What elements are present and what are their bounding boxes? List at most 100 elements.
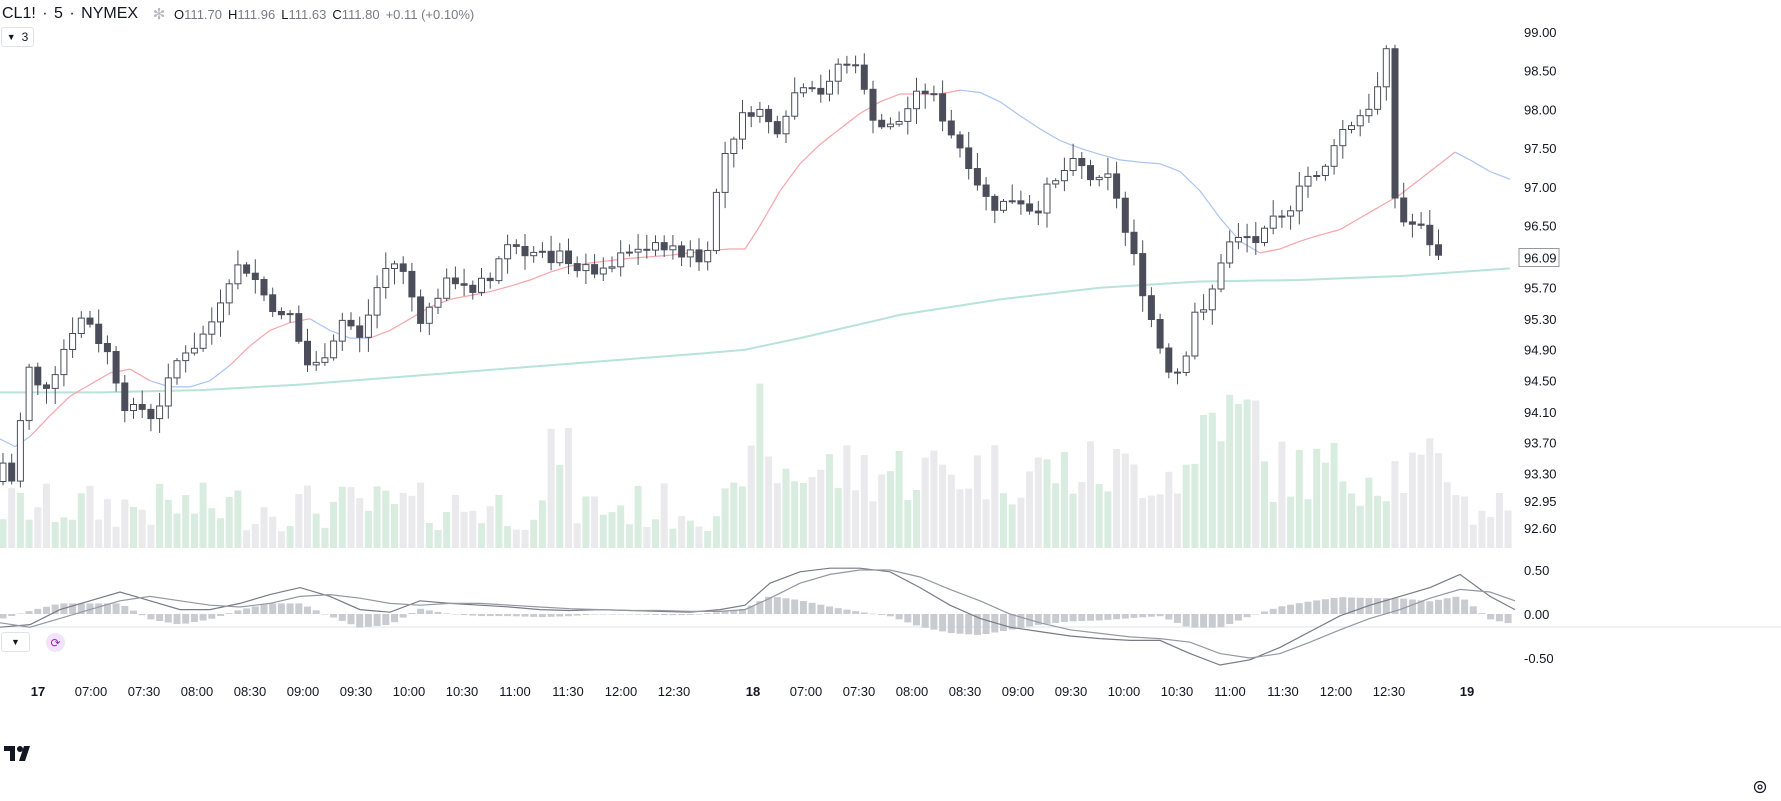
- candle-body: [826, 80, 833, 95]
- macd-histogram-bar: [930, 614, 938, 630]
- candle-body: [1417, 223, 1425, 226]
- macd-histogram-bar: [173, 614, 181, 624]
- time-tick-label: 12:30: [1373, 684, 1406, 699]
- volume-bar: [625, 524, 633, 548]
- volume-bar: [138, 509, 146, 548]
- volume-bar: [1078, 482, 1086, 548]
- high-label: H: [228, 6, 238, 22]
- candle-body: [913, 90, 920, 110]
- volume-bar: [60, 517, 68, 548]
- macd-histogram-bar: [1226, 614, 1234, 624]
- macd-histogram-bar: [878, 614, 886, 615]
- macd-histogram-bar: [130, 610, 137, 614]
- candle-body: [1139, 253, 1147, 297]
- candle-body: [69, 333, 77, 350]
- macd-histogram-bar: [156, 614, 164, 621]
- volume-bar: [1426, 438, 1434, 548]
- candle-body: [1356, 115, 1364, 127]
- volume-bar: [921, 457, 929, 548]
- candle-body: [164, 377, 172, 407]
- time-axis[interactable]: 17 07:00 07:30 08:00 08:30 09:00 09:30 10:00 10:…: [31, 684, 1474, 699]
- volume-bar: [1165, 471, 1173, 548]
- time-tick-label: 19: [1460, 684, 1474, 699]
- macd-collapse-button[interactable]: ▼: [1, 632, 30, 652]
- volume-bar: [1374, 495, 1382, 548]
- candle-body: [973, 168, 981, 186]
- snowflake-icon[interactable]: ✻: [152, 6, 166, 23]
- candle-body: [652, 242, 659, 251]
- volume-bar: [843, 445, 851, 548]
- candle-body: [869, 88, 877, 121]
- macd-histogram-bar: [486, 614, 494, 617]
- candle-body: [147, 408, 155, 420]
- price-tick-label: 93.30: [1524, 467, 1557, 482]
- volume-bar: [1069, 493, 1077, 548]
- candle-body: [1026, 203, 1034, 212]
- tradingview-logo-icon[interactable]: [4, 744, 36, 762]
- indicators-collapse-button[interactable]: ▼ 3: [1, 27, 34, 47]
- macd-histogram-bar: [1217, 614, 1225, 628]
- candle-body: [530, 251, 538, 257]
- candle-body: [304, 340, 311, 366]
- time-tick-label: 08:00: [896, 684, 929, 699]
- macd-histogram-bar: [1043, 614, 1051, 624]
- candle-body: [251, 272, 259, 281]
- volume-bar: [973, 455, 981, 548]
- macd-histogram-bar: [652, 614, 659, 615]
- macd-histogram-bar: [852, 611, 860, 614]
- candle-body: [417, 296, 425, 324]
- volume-bar: [530, 519, 538, 548]
- macd-axis[interactable]: 0.50 0.00 -0.50: [1524, 563, 1554, 666]
- macd-histogram-bar: [678, 614, 686, 616]
- macd-histogram-bar: [478, 614, 485, 617]
- price-axis[interactable]: 99.00 98.50 98.00 97.50 97.00 96.50 96.09 95.70…: [1518, 25, 1560, 536]
- macd-histogram-bar: [391, 614, 398, 623]
- macd-histogram-bar: [817, 604, 825, 614]
- volume-bar: [1026, 471, 1034, 548]
- volume-bar: [43, 483, 50, 548]
- macd-histogram-bar: [504, 614, 512, 617]
- volume-bar: [121, 499, 129, 548]
- candle-body: [95, 323, 103, 345]
- volume-bar: [1339, 481, 1347, 548]
- macd-histogram-bar: [1435, 599, 1442, 614]
- candle-body: [921, 90, 929, 95]
- macd-histogram-bar: [1400, 598, 1408, 614]
- volume-bar: [425, 522, 433, 548]
- macd-histogram-bar: [1243, 614, 1251, 618]
- volume-bar: [156, 483, 164, 548]
- macd-histogram-bar: [1261, 611, 1268, 614]
- macd-refresh-icon[interactable]: ⟳: [46, 633, 65, 652]
- volume-bar: [321, 527, 329, 548]
- candle-body: [1348, 125, 1355, 130]
- volume-bar: [617, 505, 625, 548]
- volume-bar: [260, 507, 268, 548]
- macd-histogram-bar: [147, 614, 155, 620]
- volume-bar: [1391, 461, 1399, 548]
- ma-fast-line: [29, 368, 151, 437]
- macd-histogram-bar: [1234, 614, 1242, 621]
- volume-bar: [1000, 493, 1007, 548]
- macd-histogram-bar: [1000, 614, 1007, 631]
- candle-body: [1330, 145, 1338, 167]
- symbol-name: CL1!: [2, 5, 36, 22]
- macd-histogram-bar: [399, 614, 407, 618]
- volume-bar: [1313, 448, 1321, 548]
- macd-histogram-bar: [277, 603, 285, 614]
- settings-icon[interactable]: [1752, 779, 1768, 795]
- legend-symbol[interactable]: CL1! · 5 · NYMEX: [2, 5, 139, 22]
- candle-body: [965, 147, 973, 169]
- volume-bar: [817, 469, 825, 548]
- volume-bar: [1278, 441, 1286, 548]
- macd-histogram-bar: [617, 614, 625, 615]
- time-tick-label: 09:30: [1055, 684, 1088, 699]
- symbol-legend: CL1! · 5 · NYMEX ✻ O 111.70 H 111.96 L 111.…: [2, 4, 474, 24]
- candle-body: [991, 195, 999, 211]
- time-tick-label: 11:30: [1267, 684, 1299, 699]
- time-tick-label: 12:00: [605, 684, 638, 699]
- volume-bar: [643, 527, 651, 548]
- volume-bar: [1365, 477, 1373, 548]
- candle-body: [25, 366, 33, 422]
